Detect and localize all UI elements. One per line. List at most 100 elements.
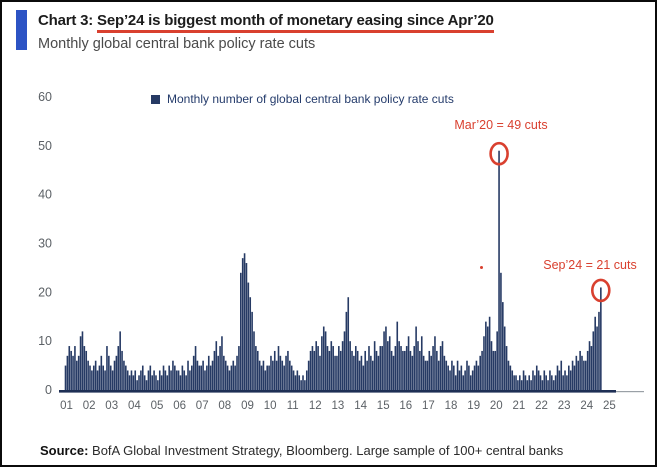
y-tick-label: 50 (38, 139, 52, 153)
bar (454, 375, 457, 390)
bar (151, 375, 154, 390)
bar (398, 341, 400, 390)
bar (106, 346, 108, 390)
bar (209, 365, 212, 390)
bar (415, 326, 417, 390)
bar (158, 370, 161, 390)
bar (354, 346, 357, 390)
x-tick-label: 16 (399, 400, 412, 412)
bar (215, 341, 218, 390)
y-tick-label: 10 (38, 334, 52, 348)
bar (313, 350, 316, 390)
bar (579, 350, 581, 390)
bar (113, 360, 116, 390)
x-tick-label: 04 (128, 400, 141, 412)
bar (518, 375, 521, 390)
bar (241, 258, 244, 390)
bar (223, 355, 225, 390)
bar (475, 360, 478, 390)
bar (117, 346, 120, 390)
bar (162, 365, 165, 390)
bar (524, 375, 527, 390)
bar (586, 350, 589, 390)
bar (358, 360, 361, 390)
bar (81, 331, 84, 390)
bar (76, 360, 78, 390)
bar (511, 370, 514, 390)
chart-title: Chart 3: Sep’24 is biggest month of mone… (38, 11, 638, 33)
bar (571, 360, 574, 390)
bar (552, 380, 555, 390)
bar (98, 365, 101, 390)
bar (439, 346, 442, 390)
bar (483, 336, 485, 390)
bar (581, 355, 583, 390)
bar (526, 380, 529, 390)
bar (228, 370, 231, 390)
bar (364, 350, 367, 390)
bar (381, 346, 383, 390)
bar (532, 370, 534, 390)
bar (558, 370, 561, 390)
bar (104, 370, 106, 390)
bar (213, 350, 216, 390)
bar (224, 360, 227, 390)
bar (441, 341, 444, 390)
bar (539, 375, 542, 390)
bar (304, 380, 306, 390)
bar (509, 365, 512, 390)
x-axis-extension (616, 391, 644, 393)
bar (407, 336, 410, 390)
x-tick-label: 17 (422, 400, 435, 412)
bar (309, 350, 312, 390)
bar (500, 272, 502, 390)
bar (507, 360, 510, 390)
stray-red-dot (480, 266, 483, 269)
bar (240, 272, 242, 390)
bar (285, 355, 287, 390)
bar (422, 355, 425, 390)
bar (530, 380, 532, 390)
bar (598, 311, 600, 390)
bar (87, 360, 89, 390)
bar (226, 365, 229, 390)
bar (153, 370, 155, 390)
bar (551, 375, 553, 390)
bar (600, 287, 602, 390)
bar (128, 375, 131, 390)
bar (360, 355, 363, 390)
bar (77, 355, 80, 390)
bar (434, 336, 436, 390)
bar (445, 360, 448, 390)
bar (211, 360, 214, 390)
bar (134, 370, 137, 390)
bar (279, 355, 282, 390)
bar (541, 380, 544, 390)
bar (111, 370, 114, 390)
bar (172, 360, 174, 390)
bar (272, 360, 274, 390)
bar (292, 370, 295, 390)
annotation-sep24-label: Sep’24 = 21 cuts (543, 258, 637, 272)
bar (126, 370, 129, 390)
bar (234, 365, 236, 390)
bar (479, 355, 481, 390)
x-tick-label: 05 (151, 400, 164, 412)
x-tick-label: 08 (218, 400, 231, 412)
bar (517, 380, 519, 390)
bar (447, 365, 449, 390)
bar (296, 370, 299, 390)
bar (66, 355, 69, 390)
bar (321, 336, 323, 390)
bar (232, 360, 235, 390)
bar (458, 370, 461, 390)
bar (91, 370, 93, 390)
bar (481, 350, 483, 390)
bar (392, 355, 395, 390)
bar (83, 346, 86, 390)
bar (443, 355, 446, 390)
bar (96, 370, 99, 390)
bar (115, 355, 118, 390)
bar (311, 346, 314, 390)
x-tick-label: 09 (241, 400, 254, 412)
